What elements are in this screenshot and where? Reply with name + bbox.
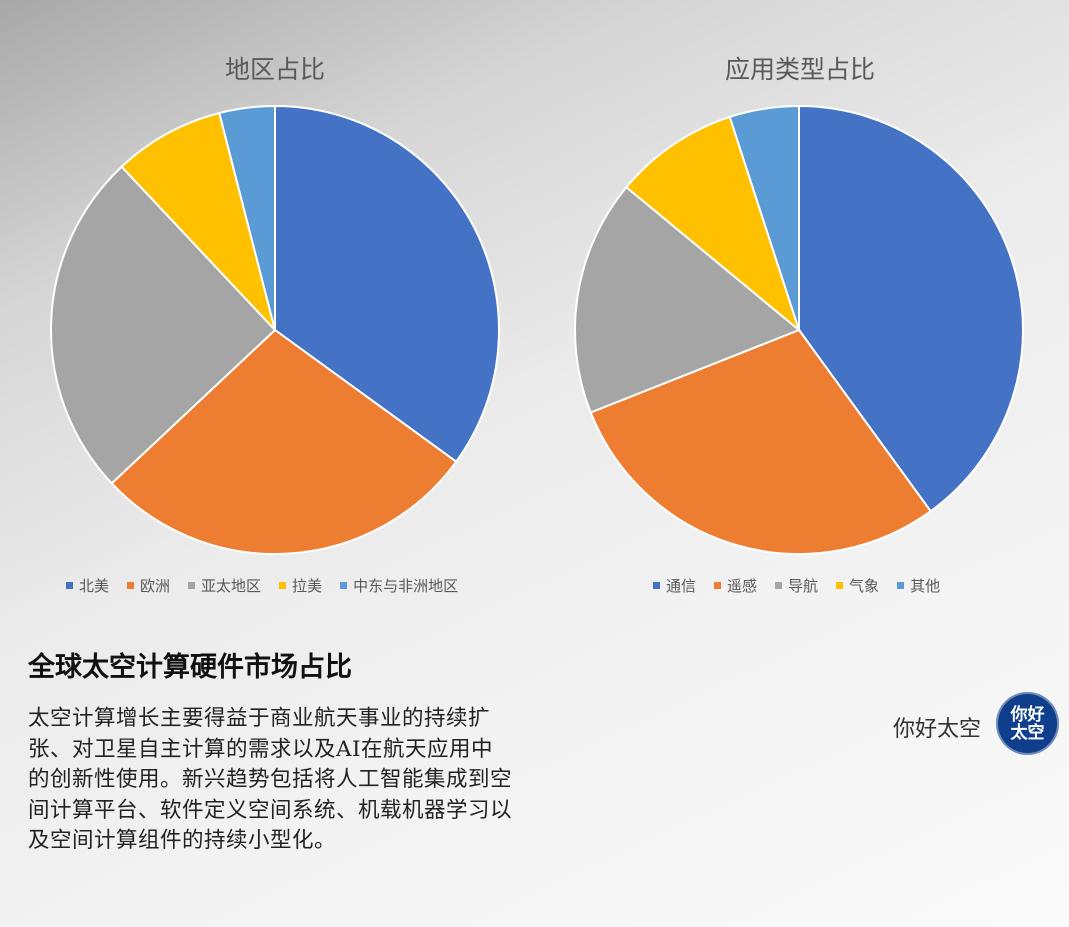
region-legend-item-2: 欧洲 xyxy=(127,575,170,596)
region-legend-swatch-2 xyxy=(127,582,135,589)
region-legend-item-4: 拉美 xyxy=(279,575,322,596)
application-slice-2 xyxy=(589,328,933,555)
section-heading: 全球太空计算硬件市场占比 xyxy=(28,652,352,683)
application-legend-item-3: 导航 xyxy=(775,575,818,596)
application-legend-swatch-4 xyxy=(836,582,844,589)
application-legend-item-1: 通信 xyxy=(653,575,696,596)
application-legend: 通信 遥感 导航 气象 其他 xyxy=(653,575,940,596)
application-legend-swatch-5 xyxy=(897,582,905,589)
region-legend-item-5: 中东与非洲地区 xyxy=(340,575,458,596)
region-pie-chart xyxy=(50,104,500,555)
application-legend-label-3: 导航 xyxy=(788,577,819,595)
application-legend-item-5: 其他 xyxy=(897,575,940,596)
application-legend-swatch-2 xyxy=(714,582,722,589)
description-paragraph: 太空计算增长主要得益于商业航天事业的持续扩张、对卫星自主计算的需求以及AI在航天… xyxy=(28,706,513,853)
application-pie-chart xyxy=(574,104,1024,555)
application-legend-label-1: 通信 xyxy=(666,577,697,595)
brand-logo: 你好 太空 xyxy=(996,692,1059,755)
region-legend-label-1: 北美 xyxy=(79,577,110,595)
region-legend-swatch-1 xyxy=(66,582,73,589)
brand-logo-text: 你好 太空 xyxy=(1010,704,1045,743)
application-slice-1 xyxy=(798,104,1024,513)
application-legend-label-5: 其他 xyxy=(910,577,941,595)
region-legend: 北美 欧洲 亚太地区 拉美 中东与非洲地区 xyxy=(66,575,458,596)
region-legend-item-3: 亚太地区 xyxy=(188,575,261,596)
application-legend-swatch-3 xyxy=(775,582,783,589)
region-slice-2 xyxy=(110,328,458,555)
application-slice-4 xyxy=(624,115,802,333)
application-legend-item-2: 遥感 xyxy=(714,575,757,596)
region-slice-4 xyxy=(120,111,276,331)
region-chart-title: 地区占比 xyxy=(224,55,325,84)
region-legend-label-3: 亚太地区 xyxy=(201,577,262,595)
region-legend-item-1: 北美 xyxy=(66,575,109,596)
region-slice-5 xyxy=(218,104,276,331)
application-legend-label-4: 气象 xyxy=(849,577,880,595)
application-legend-label-2: 遥感 xyxy=(727,577,758,595)
application-legend-item-4: 气象 xyxy=(836,575,879,596)
application-slice-5 xyxy=(728,104,800,331)
region-legend-label-4: 拉美 xyxy=(292,577,323,595)
brand-name: 你好太空 xyxy=(893,717,982,742)
region-slice-1 xyxy=(274,104,500,464)
region-legend-label-2: 欧洲 xyxy=(140,577,171,595)
region-slice-3 xyxy=(50,165,277,485)
region-legend-swatch-4 xyxy=(279,582,287,589)
application-chart-title: 应用类型占比 xyxy=(724,55,875,84)
application-slice-3 xyxy=(574,185,801,414)
region-legend-swatch-3 xyxy=(188,582,196,589)
application-legend-swatch-1 xyxy=(653,582,660,589)
region-legend-label-5: 中东与非洲地区 xyxy=(353,577,459,595)
region-legend-swatch-5 xyxy=(340,582,348,589)
